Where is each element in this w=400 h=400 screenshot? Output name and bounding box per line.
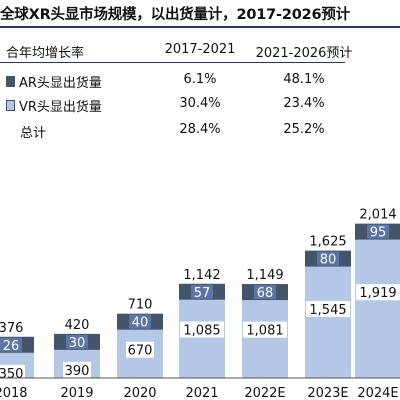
growth-row-vr-v1: 30.4% <box>179 96 221 111</box>
x-tick-label-2024E: 2024E <box>357 386 398 400</box>
vr-value-label-2022E: 1,081 <box>246 324 283 339</box>
vr-value-label-2019: 390 <box>65 364 90 379</box>
growth-table-header-col1: 2017-2021 <box>164 42 236 57</box>
ar-value-label-2021: 57 <box>194 286 211 301</box>
ar-label-box-2023E <box>317 251 339 266</box>
ar-value-label-2018: 26 <box>3 339 20 354</box>
total-label-2021: 1,142 <box>183 268 220 283</box>
growth-row-ar-v1: 6.1% <box>183 72 217 87</box>
ar-label-box-2022E <box>254 285 276 300</box>
ar-label-box-2018 <box>0 337 22 352</box>
vr-label-box-2023E <box>306 300 350 317</box>
growth-row-ar: AR头显出货量 <box>6 72 102 91</box>
ar-label-box-2021 <box>191 284 213 299</box>
ar-value-label-2020: 40 <box>132 316 149 331</box>
x-tick-label-2021: 2021 <box>185 386 218 400</box>
total-label-2022E: 1,149 <box>246 268 283 283</box>
vr-label-box-2024E <box>356 284 400 301</box>
total-label-2024E: 2,014 <box>359 208 396 223</box>
growth-table-divider <box>0 62 345 63</box>
vr-legend-swatch <box>6 100 15 111</box>
total-label-2023E: 1,625 <box>309 235 346 250</box>
ar-legend-swatch <box>6 76 15 87</box>
growth-row-ar-label: AR头显出货量 <box>19 76 102 91</box>
vr-value-label-2023E: 1,545 <box>309 303 346 318</box>
ar-value-label-2023E: 80 <box>320 253 337 268</box>
ar-value-label-2022E: 68 <box>257 286 274 301</box>
bar-vr-2021 <box>179 299 225 378</box>
growth-row-vr-v2: 23.4% <box>283 96 325 111</box>
ar-label-box-2019 <box>66 334 88 349</box>
total-label-2018: 376 <box>0 321 23 336</box>
x-tick-label-2018: 2018 <box>0 386 28 400</box>
x-tick-label-2020: 2020 <box>123 386 156 400</box>
growth-row-ar-v2: 48.1% <box>283 72 325 87</box>
chart-title: 全球XR头显市场规模，以出货量计，2017-2026预计 <box>0 7 350 23</box>
ar-value-label-2019: 30 <box>69 336 86 351</box>
vr-value-label-2020: 670 <box>128 344 153 359</box>
growth-row-vr: VR头显出货量 <box>6 96 102 115</box>
ar-label-box-2020 <box>129 314 151 329</box>
bar-vr-2023E <box>305 266 351 378</box>
x-tick-label-2019: 2019 <box>60 386 93 400</box>
bar-vr-2024E <box>355 239 400 378</box>
growth-table-header-col2: 2021-2026预计 <box>255 46 353 61</box>
title-divider <box>0 26 400 28</box>
growth-table-header-label: 合年均增长率 <box>6 46 85 61</box>
x-tick-label-2023E: 2023E <box>307 386 348 400</box>
vr-label-box-2019 <box>63 361 91 378</box>
ar-value-label-2024E: 95 <box>370 226 387 241</box>
vr-value-label-2018: 350 <box>0 367 23 382</box>
vr-label-box-2021 <box>180 321 224 338</box>
vr-label-box-2020 <box>126 341 154 358</box>
bar-vr-2022E <box>242 300 288 378</box>
total-label-2020: 710 <box>128 298 153 313</box>
growth-row-total-v2: 25.2% <box>283 122 325 137</box>
ar-label-box-2024E <box>367 224 389 239</box>
growth-row-total-v1: 28.4% <box>179 122 221 137</box>
vr-label-box-2018 <box>0 364 25 381</box>
growth-row-total-label: 总计 <box>20 126 47 141</box>
vr-value-label-2021: 1,085 <box>183 323 220 338</box>
total-label-2019: 420 <box>65 318 90 333</box>
vr-value-label-2024E: 1,919 <box>359 286 396 301</box>
growth-row-vr-label: VR头显出货量 <box>19 100 102 115</box>
x-tick-label-2022E: 2022E <box>244 386 285 400</box>
vr-label-box-2022E <box>243 321 287 338</box>
